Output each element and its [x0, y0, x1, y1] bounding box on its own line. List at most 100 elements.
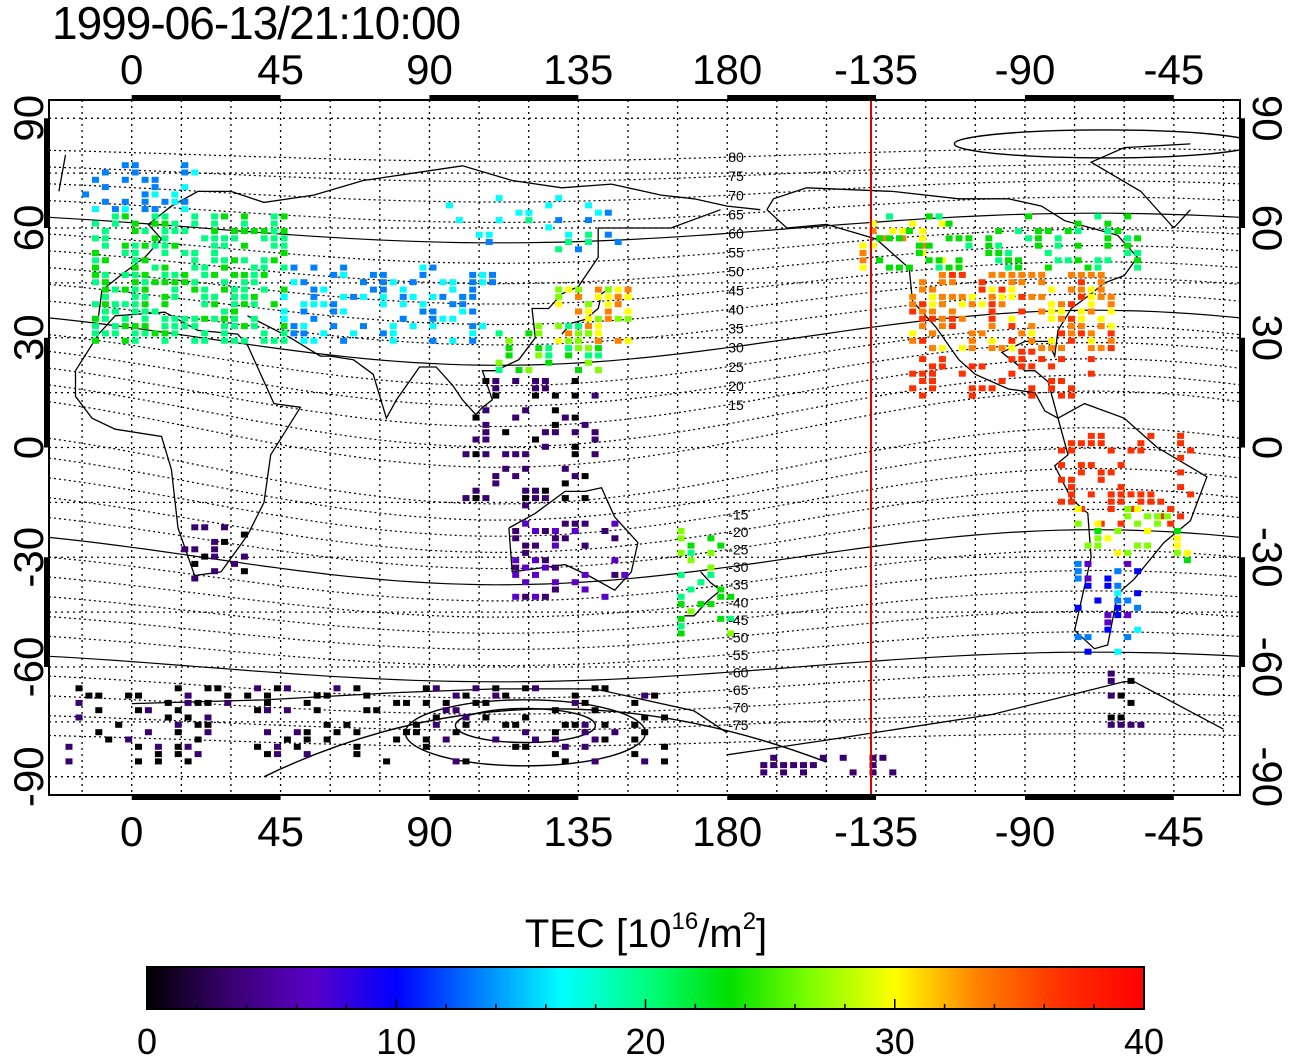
tec-cell [495, 330, 503, 337]
lon-tick-label-top: 0 [120, 46, 143, 93]
tec-cell [1074, 604, 1082, 611]
tec-cell [651, 692, 659, 699]
tec-cell [512, 535, 520, 542]
tec-cell [65, 743, 73, 750]
tec-cell [101, 301, 109, 308]
tec-cell [92, 323, 99, 330]
lon-tick-label-top: -135 [834, 46, 918, 93]
tec-cell [555, 301, 563, 308]
tec-cell [121, 315, 129, 322]
tec-cell [687, 586, 695, 593]
tec-cell [614, 337, 622, 344]
tec-cell [492, 480, 500, 487]
tec-cell [1068, 392, 1075, 399]
tec-cell [998, 293, 1006, 300]
coastline [247, 209, 721, 420]
magnetic-lat-label: 15 [728, 397, 744, 413]
tec-cell [1044, 250, 1052, 256]
tec-cell [819, 754, 827, 761]
tec-cell [164, 714, 172, 721]
tec-cell [968, 385, 976, 392]
tec-cell [512, 557, 520, 564]
tec-cell [581, 721, 589, 728]
tec-cell [604, 301, 612, 308]
tec-cell [641, 758, 649, 765]
magnetic-lat-label: -50 [728, 629, 748, 645]
tec-cell [121, 250, 129, 256]
tec-cell [535, 352, 543, 359]
tec-cell [151, 213, 159, 220]
tec-cell [1008, 356, 1016, 363]
tec-cell [221, 315, 228, 322]
tec-cell [482, 421, 490, 428]
tec-cell [343, 721, 351, 728]
tec-cell [1097, 469, 1105, 476]
tec-cell [895, 235, 903, 242]
lon-tick-label-top: -45 [1143, 46, 1204, 93]
tec-cell [194, 721, 202, 728]
tec-cell [429, 264, 437, 271]
magnetic-contour [49, 569, 1240, 618]
tec-cell [541, 557, 549, 564]
tec-cell [270, 257, 278, 264]
tec-cell [604, 231, 612, 238]
tec-cell [727, 593, 735, 600]
tec-cell [101, 271, 109, 278]
tec-cell [264, 692, 271, 699]
tec-cell [988, 301, 996, 308]
tec-cell [1054, 257, 1062, 264]
tec-cell [131, 228, 139, 234]
tec-cell [1127, 721, 1135, 728]
tec-cell [935, 257, 943, 264]
tec-cell [452, 707, 460, 714]
tec-cell [1087, 337, 1095, 344]
tec-cell [591, 685, 599, 692]
tec-cell [948, 323, 956, 330]
tec-cell [92, 271, 99, 278]
tec-cell [585, 315, 592, 322]
magnetic-contour [49, 427, 1240, 505]
tec-cell [171, 293, 179, 300]
tec-cell [1087, 308, 1095, 315]
tec-cell [1058, 330, 1065, 337]
tec-cell [869, 762, 877, 769]
tec-cell [601, 721, 609, 728]
tec-data-cells [65, 162, 1195, 776]
tec-cell [565, 231, 573, 238]
tec-cell [340, 264, 348, 271]
tec-cell [1104, 228, 1112, 234]
tec-cell [925, 242, 933, 249]
tec-cell [201, 301, 209, 308]
tec-cell [379, 279, 387, 286]
tec-cell [1097, 476, 1105, 483]
tec-cell [290, 330, 298, 337]
tec-cell [1058, 476, 1065, 483]
tec-cell [522, 593, 530, 600]
tec-cell [995, 228, 1003, 234]
tec-cell [948, 271, 956, 278]
tec-cell [707, 564, 715, 571]
tec-cell [151, 206, 159, 213]
tec-cell [472, 451, 480, 458]
tec-cell [303, 729, 311, 736]
tec-cell [154, 758, 162, 765]
tec-cell [264, 729, 271, 736]
tec-cell [141, 308, 149, 315]
magnetic-lat-label: 50 [728, 264, 744, 280]
tec-cell [240, 323, 248, 330]
tec-cell [1058, 378, 1065, 384]
tec-cell [1114, 528, 1122, 534]
tec-cell [1068, 440, 1075, 447]
tec-cell [1107, 670, 1115, 677]
tec-cell [1068, 315, 1075, 322]
tec-cell [611, 557, 619, 564]
tec-cell [472, 495, 480, 502]
tec-cell [320, 301, 328, 308]
tec-cell [1038, 345, 1046, 352]
tec-cell [250, 279, 258, 286]
tec-cell [988, 286, 996, 293]
tec-cell [581, 729, 589, 736]
tec-cell [915, 242, 923, 249]
tec-cell [1104, 575, 1112, 582]
tec-cell [1094, 257, 1102, 264]
